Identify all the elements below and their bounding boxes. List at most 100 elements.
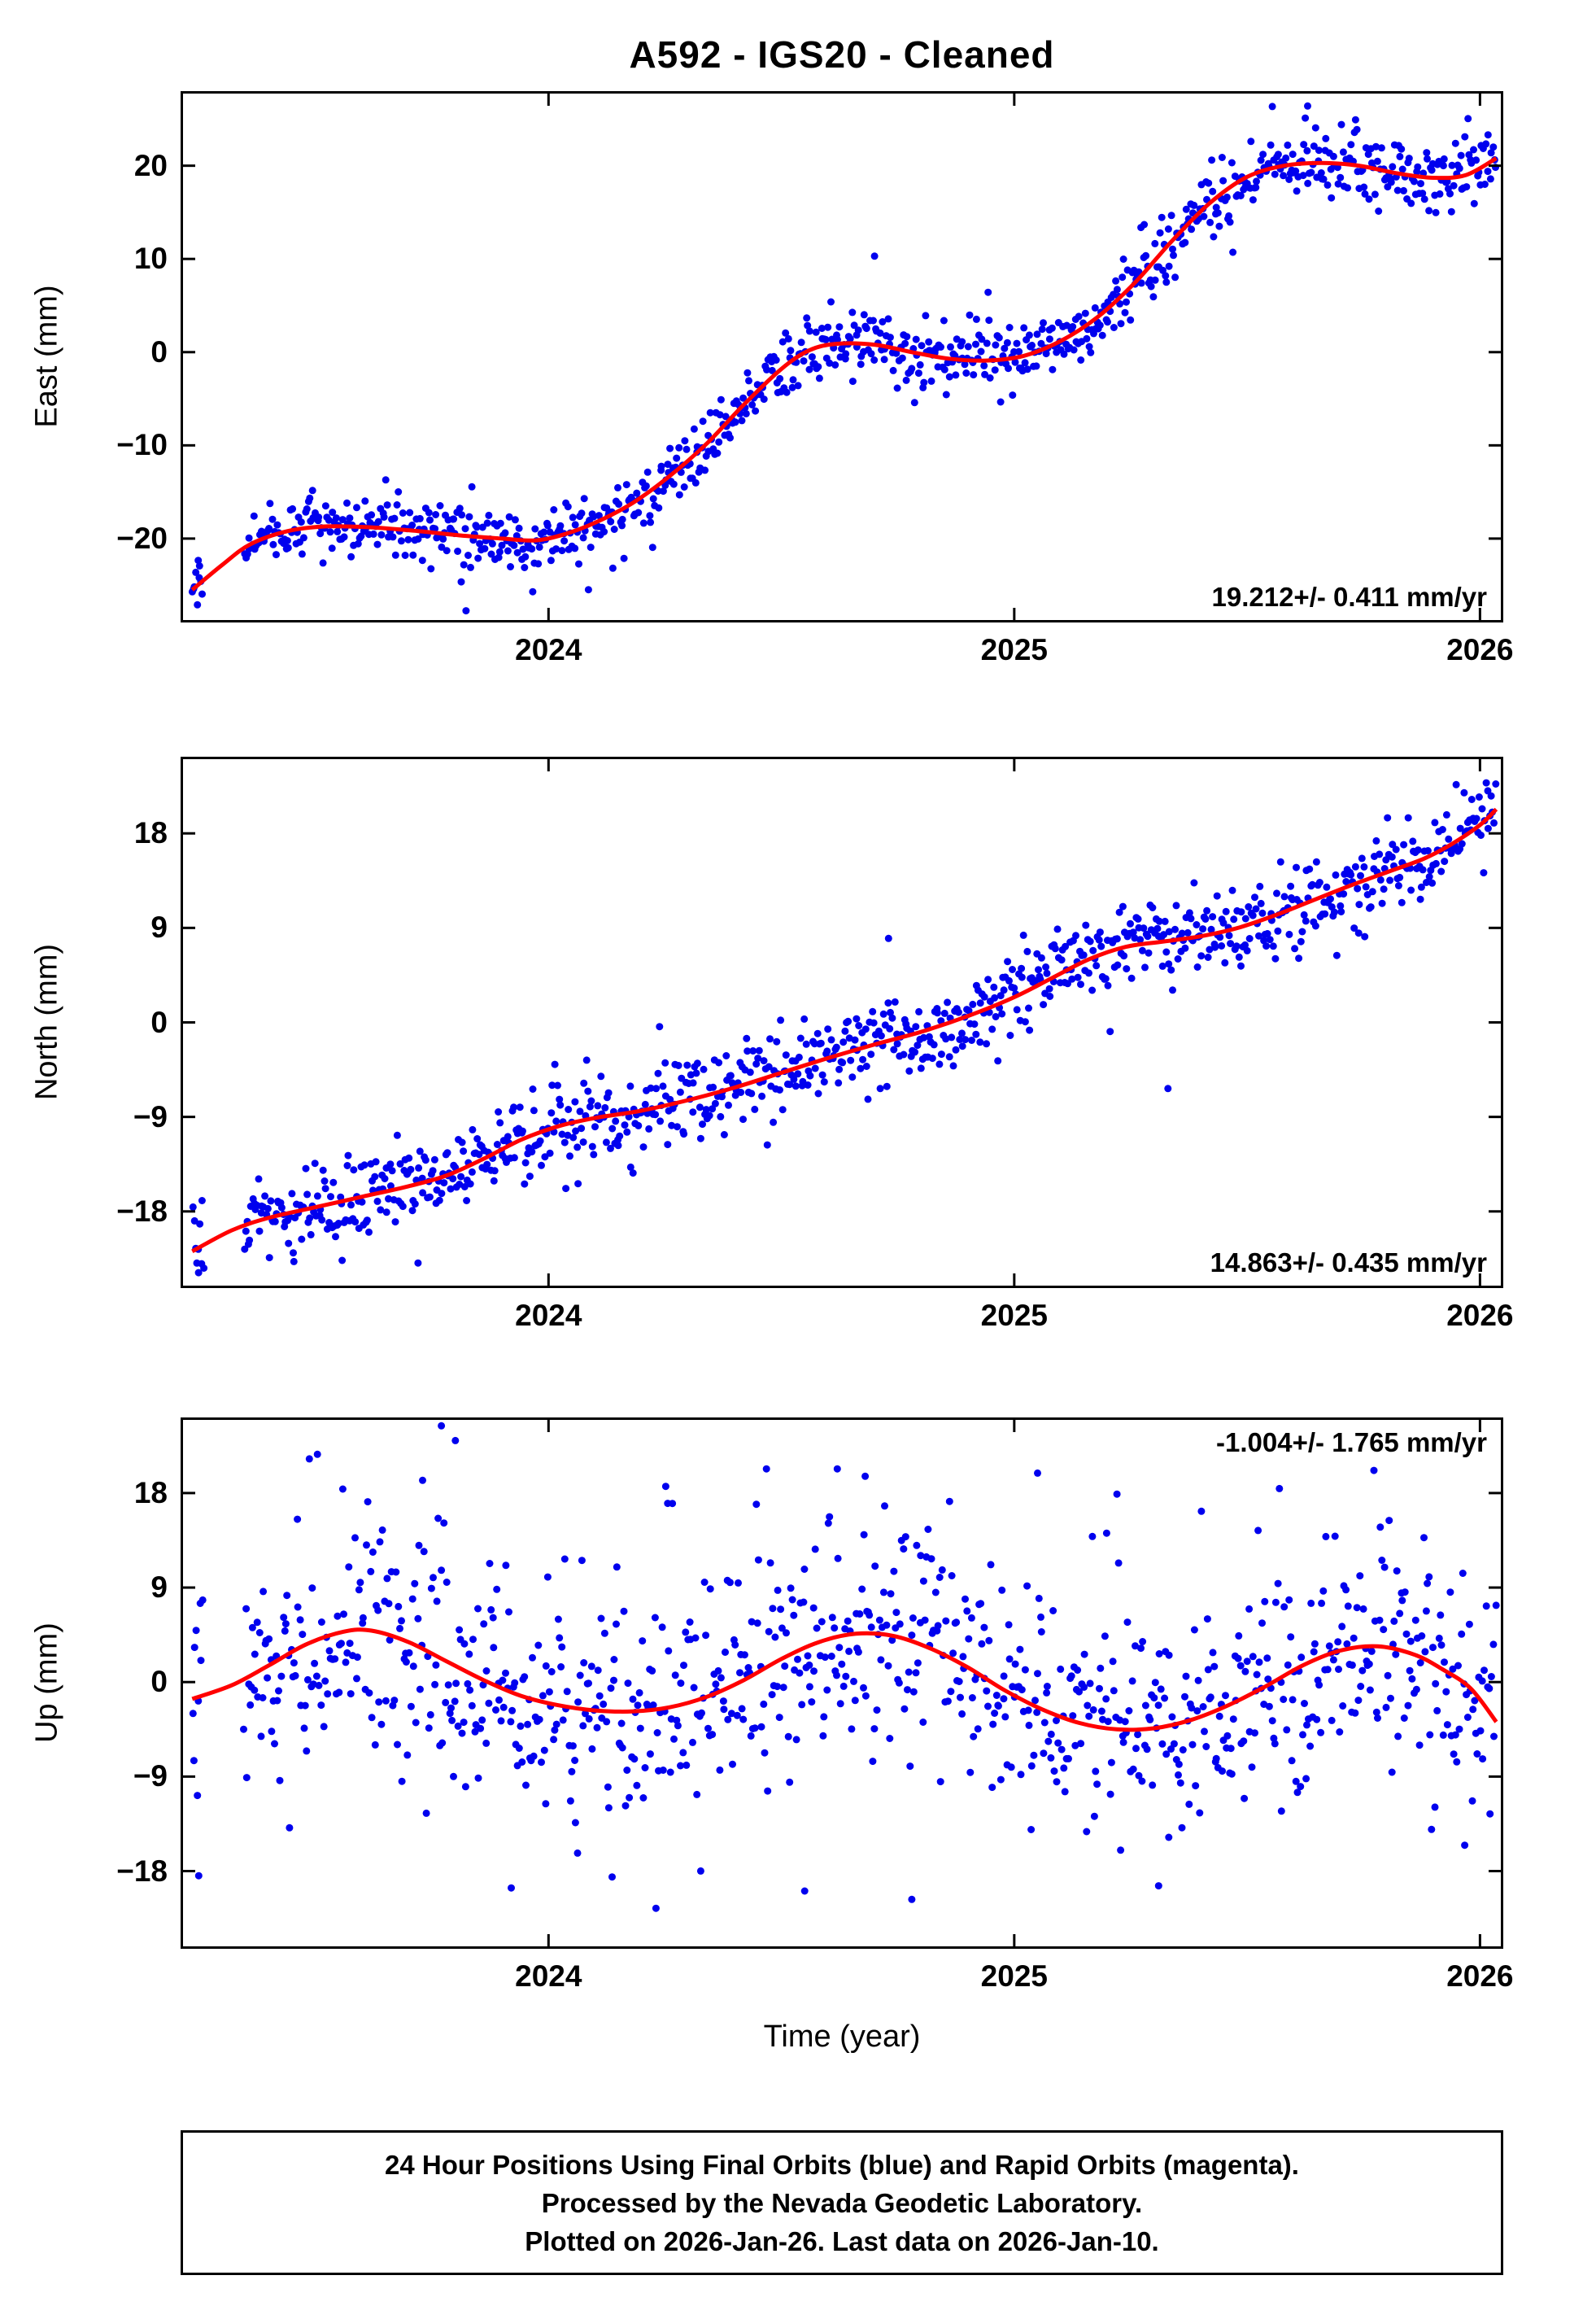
data-point [1065, 1754, 1072, 1762]
data-point [1338, 1622, 1346, 1631]
data-point [995, 334, 1003, 342]
data-point [1206, 1693, 1214, 1701]
data-point [1423, 879, 1430, 886]
data-point [1140, 221, 1149, 229]
caption-box: 24 Hour Positions Using Final Orbits (bl… [181, 2130, 1503, 2275]
data-point [711, 1099, 719, 1107]
data-point [860, 1531, 868, 1539]
data-point [974, 1725, 982, 1733]
data-point [778, 1106, 787, 1114]
data-point [478, 523, 486, 531]
data-point [264, 1204, 272, 1212]
data-point [389, 533, 397, 541]
data-point [521, 1159, 530, 1167]
data-point [1132, 1745, 1140, 1753]
north-axis-label: North (mm) [29, 943, 64, 1101]
data-point [778, 1624, 786, 1632]
data-point [493, 1141, 501, 1148]
data-point [1482, 1602, 1490, 1610]
data-point [426, 516, 434, 524]
data-point [1446, 1588, 1454, 1596]
data-point [690, 1684, 698, 1692]
data-point [516, 1103, 524, 1112]
data-point [594, 1102, 602, 1110]
data-point [551, 1726, 559, 1734]
data-point [615, 500, 623, 509]
x-axis-title: Time (year) [763, 2020, 921, 2054]
data-point [359, 1619, 367, 1627]
data-point [833, 1671, 840, 1679]
data-point [607, 1684, 615, 1692]
data-point [743, 369, 752, 377]
data-point [886, 1735, 894, 1742]
data-point [194, 1792, 202, 1800]
data-point [277, 1672, 286, 1680]
data-point [1302, 917, 1310, 925]
data-point [861, 1692, 870, 1700]
data-point [836, 1700, 844, 1708]
data-point [1149, 904, 1157, 911]
data-point [457, 1173, 465, 1181]
data-point [895, 1679, 903, 1687]
data-point [1389, 163, 1397, 171]
data-point [1106, 1028, 1114, 1036]
data-point [1045, 985, 1053, 993]
data-point [547, 557, 555, 565]
data-point [848, 1073, 857, 1081]
data-point [273, 1697, 281, 1705]
data-point [1053, 1717, 1060, 1724]
data-point [1398, 165, 1406, 173]
data-point [595, 512, 603, 520]
data-point [649, 1701, 657, 1709]
data-point [572, 1127, 580, 1135]
data-point [508, 1706, 517, 1714]
data-point [1355, 901, 1363, 909]
data-point [1259, 151, 1267, 159]
data-point [1398, 145, 1406, 153]
data-point [983, 1687, 991, 1695]
data-point [587, 1097, 595, 1105]
data-point [573, 1143, 582, 1151]
data-point [490, 1177, 498, 1185]
data-point [760, 1057, 768, 1065]
data-point [1400, 186, 1407, 194]
data-point [919, 1577, 927, 1585]
data-point [651, 1614, 659, 1622]
data-point [909, 1614, 917, 1622]
data-point [1479, 1755, 1487, 1763]
data-point [845, 1034, 853, 1042]
data-point [820, 1713, 828, 1721]
data-point [486, 1560, 494, 1567]
data-point [1461, 1841, 1469, 1850]
data-point [575, 560, 582, 568]
data-point [1080, 1684, 1088, 1691]
data-point [399, 509, 407, 517]
data-point [530, 1107, 538, 1115]
data-point [1184, 928, 1192, 937]
data-point [456, 1626, 464, 1634]
data-point [805, 327, 813, 335]
data-point [402, 1658, 410, 1666]
data-point [689, 1738, 696, 1746]
data-point [538, 1758, 545, 1767]
data-point [870, 252, 879, 260]
data-point [1268, 1717, 1276, 1725]
data-point [1037, 1628, 1045, 1636]
data-point [942, 391, 950, 399]
data-point [1194, 1676, 1202, 1684]
data-point [534, 560, 543, 568]
data-point [436, 502, 444, 509]
data-point [1378, 1557, 1386, 1564]
data-point [892, 349, 900, 357]
data-point [942, 1617, 950, 1625]
data-point [1112, 277, 1120, 285]
data-point [350, 1166, 358, 1174]
data-point [1443, 1721, 1451, 1729]
data-point [485, 511, 493, 519]
data-point [259, 1588, 268, 1596]
data-point [848, 1725, 856, 1733]
x-tick-label: 2024 [515, 1299, 582, 1332]
data-point [276, 1776, 284, 1784]
data-point [1334, 1638, 1342, 1646]
data-point [1075, 312, 1083, 321]
